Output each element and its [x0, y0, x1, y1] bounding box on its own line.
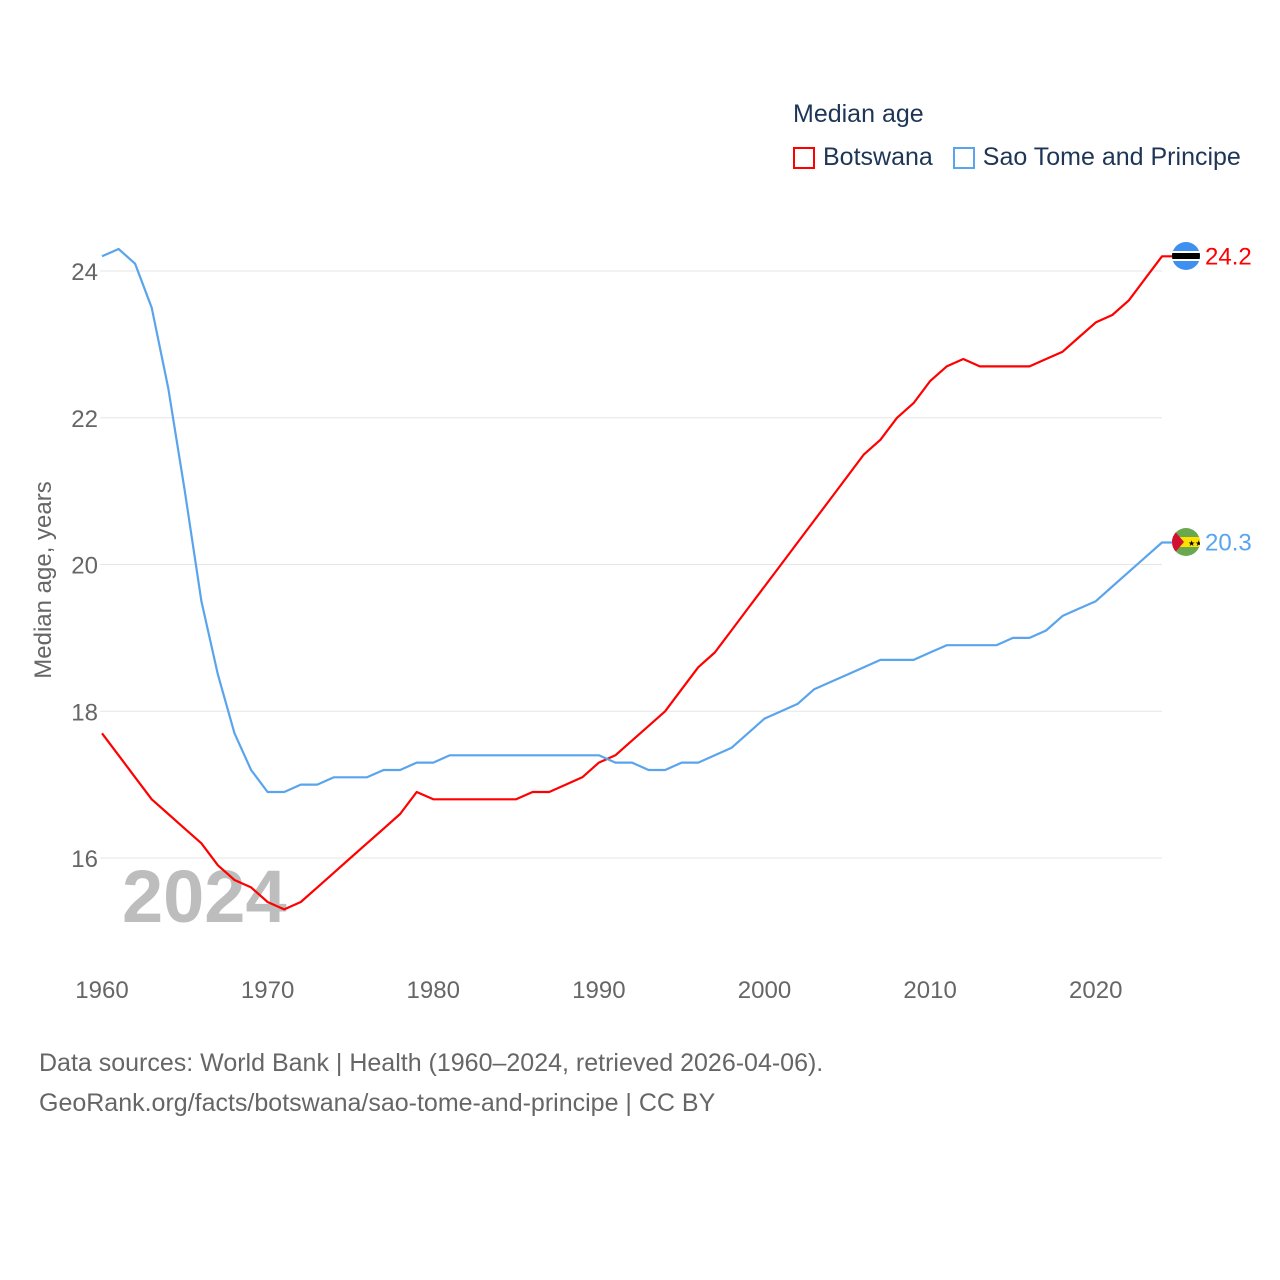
- series-line-sao-tome[interactable]: [101, 247, 1172, 794]
- x-tick-label: 2020: [1069, 977, 1122, 1004]
- end-value-label: 20.3: [1205, 529, 1252, 556]
- botswana-flag-icon: [1172, 242, 1200, 270]
- year-watermark: 2024: [122, 855, 287, 938]
- data-source: Data sources: World Bank | Health (1960–…: [39, 1049, 824, 1077]
- y-tick-label: 22: [71, 406, 98, 433]
- legend-item-botswana[interactable]: Botswana: [793, 143, 933, 172]
- y-tick-label: 24: [71, 259, 98, 286]
- y-tick-label: 18: [71, 699, 98, 726]
- svg-text:★★: ★★: [1188, 539, 1202, 548]
- x-tick-label: 1970: [241, 977, 294, 1004]
- footer: Data sources: World Bank | Health (1960–…: [39, 1043, 823, 1123]
- legend-swatch: [952, 146, 975, 169]
- legend-label: Sao Tome and Principe: [982, 143, 1241, 171]
- y-tick-label: 20: [71, 553, 98, 580]
- legend: Botswana Sao Tome and Principe: [793, 143, 1261, 172]
- x-tick-label: 2000: [738, 977, 791, 1004]
- y-axis-label: Median age, years: [30, 481, 57, 678]
- sao-tome-flag-icon: ★★: [1172, 528, 1202, 556]
- series-line-botswana[interactable]: [101, 255, 1172, 911]
- x-tick-label: 1980: [407, 977, 460, 1004]
- legend-label: Botswana: [823, 143, 933, 171]
- x-tick-label: 1990: [572, 977, 625, 1004]
- source-link[interactable]: GeoRank.org/facts/botswana/sao-tome-and-…: [39, 1089, 716, 1117]
- legend-item-sao-tome[interactable]: Sao Tome and Principe: [952, 143, 1241, 172]
- legend-swatch: [793, 146, 815, 169]
- x-tick-label: 2010: [903, 977, 956, 1004]
- legend-title: Median age: [793, 100, 924, 128]
- x-tick-label: 1960: [75, 977, 128, 1004]
- end-value-label: 24.2: [1205, 243, 1252, 270]
- y-tick-label: 16: [71, 846, 98, 873]
